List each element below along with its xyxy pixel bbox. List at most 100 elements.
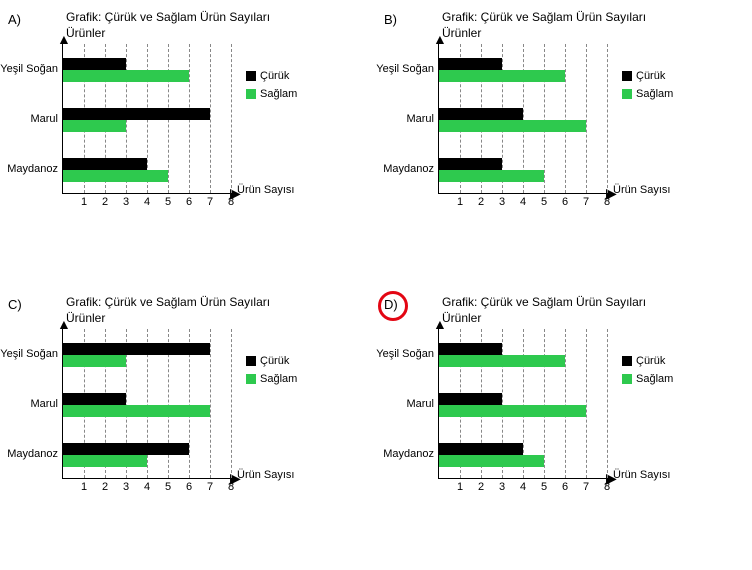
- bar-curuk: [439, 108, 523, 120]
- bar-saglam: [439, 355, 565, 367]
- x-tick-label: 5: [165, 196, 171, 208]
- legend: Çürük Sağlam: [622, 355, 673, 391]
- legend-label: Çürük: [636, 70, 665, 82]
- x-axis-label: Ürün Sayısı: [613, 184, 670, 196]
- bar-curuk: [439, 393, 502, 405]
- panel-d-label: D): [384, 297, 398, 312]
- arrow-up-icon: ▲: [57, 34, 71, 44]
- panel-grid: A) Grafik: Çürük ve Sağlam Ürün Sayıları…: [0, 0, 752, 570]
- category-label: Yeşil Soğan: [0, 329, 62, 379]
- y-axis-label: Ürünler: [66, 311, 376, 325]
- x-tick-label: 1: [81, 481, 87, 493]
- legend: Çürük Sağlam: [622, 70, 673, 106]
- x-tick-label: 4: [520, 196, 526, 208]
- bar-curuk: [63, 108, 210, 120]
- chart-title: Grafik: Çürük ve Sağlam Ürün Sayıları: [66, 10, 376, 24]
- bar-curuk: [63, 343, 210, 355]
- x-tick-label: 2: [478, 481, 484, 493]
- category-label: Yeşil Soğan: [0, 44, 62, 94]
- x-tick-label: 4: [144, 196, 150, 208]
- bar-saglam: [439, 120, 586, 132]
- x-tick-label: 7: [583, 481, 589, 493]
- x-tick-label: 3: [499, 196, 505, 208]
- swatch-curuk: [246, 71, 256, 81]
- gridline: [210, 329, 211, 478]
- panel-b: B) Grafik: Çürük ve Sağlam Ürün Sayıları…: [376, 0, 752, 285]
- x-tick-label: 8: [228, 196, 234, 208]
- legend: Çürük Sağlam: [246, 355, 297, 391]
- gridline: [607, 44, 608, 193]
- legend-label: Sağlam: [260, 88, 297, 100]
- x-tick-label: 2: [102, 481, 108, 493]
- x-tick-label: 6: [562, 196, 568, 208]
- swatch-saglam: [246, 89, 256, 99]
- x-tick-label: 2: [478, 196, 484, 208]
- category-label: Marul: [0, 379, 62, 429]
- arrow-up-icon: ▲: [433, 34, 447, 44]
- legend-label: Çürük: [260, 355, 289, 367]
- x-tick-label: 5: [541, 196, 547, 208]
- bar-saglam: [439, 405, 586, 417]
- x-tick-label: 8: [228, 481, 234, 493]
- x-tick-label: 3: [123, 481, 129, 493]
- x-tick-label: 2: [102, 196, 108, 208]
- gridline: [231, 329, 232, 478]
- gridline: [586, 329, 587, 478]
- x-tick-label: 6: [186, 481, 192, 493]
- bar-curuk: [439, 58, 502, 70]
- category-label: Maydanoz: [376, 429, 438, 479]
- x-axis-label: Ürün Sayısı: [237, 184, 294, 196]
- category-label: Yeşil Soğan: [376, 44, 438, 94]
- bar-saglam: [439, 70, 565, 82]
- x-tick-label: 8: [604, 481, 610, 493]
- plot-d: ▲ ▶ Ürün Sayısı 12345678: [438, 329, 606, 479]
- panel-a-label: A): [8, 12, 21, 27]
- category-label: Yeşil Soğan: [376, 329, 438, 379]
- panel-b-label: B): [384, 12, 397, 27]
- x-tick-label: 3: [123, 196, 129, 208]
- x-tick-label: 8: [604, 196, 610, 208]
- gridline: [565, 44, 566, 193]
- x-tick-label: 5: [165, 481, 171, 493]
- bar-curuk: [63, 393, 126, 405]
- bar-saglam: [63, 455, 147, 467]
- category-label: Marul: [376, 94, 438, 144]
- legend: Çürük Sağlam: [246, 70, 297, 106]
- panel-a: A) Grafik: Çürük ve Sağlam Ürün Sayıları…: [0, 0, 376, 285]
- x-axis-label: Ürün Sayısı: [613, 469, 670, 481]
- x-tick-label: 7: [207, 481, 213, 493]
- y-axis-label: Ürünler: [442, 311, 752, 325]
- plot-b: ▲ ▶ Ürün Sayısı 12345678: [438, 44, 606, 194]
- gridline: [210, 44, 211, 193]
- bar-curuk: [63, 443, 189, 455]
- category-label: Marul: [0, 94, 62, 144]
- chart-title: Grafik: Çürük ve Sağlam Ürün Sayıları: [66, 295, 376, 309]
- bar-curuk: [63, 58, 126, 70]
- bar-saglam: [439, 170, 544, 182]
- bar-saglam: [63, 355, 126, 367]
- gridline: [544, 329, 545, 478]
- chart-title: Grafik: Çürük ve Sağlam Ürün Sayıları: [442, 10, 752, 24]
- x-axis-label: Ürün Sayısı: [237, 469, 294, 481]
- category-label: Maydanoz: [376, 144, 438, 194]
- bar-curuk: [439, 343, 502, 355]
- swatch-curuk: [622, 356, 632, 366]
- category-label: Maydanoz: [0, 144, 62, 194]
- swatch-curuk: [246, 356, 256, 366]
- x-tick-label: 6: [186, 196, 192, 208]
- bar-curuk: [63, 158, 147, 170]
- gridline: [231, 44, 232, 193]
- bar-saglam: [63, 120, 126, 132]
- x-tick-label: 1: [81, 196, 87, 208]
- plot-a: ▲ ▶ Ürün Sayısı 12345678: [62, 44, 230, 194]
- x-tick-label: 3: [499, 481, 505, 493]
- gridline: [544, 44, 545, 193]
- bar-curuk: [439, 158, 502, 170]
- swatch-saglam: [622, 89, 632, 99]
- gridline: [586, 44, 587, 193]
- x-tick-label: 4: [144, 481, 150, 493]
- x-tick-label: 1: [457, 196, 463, 208]
- x-tick-label: 6: [562, 481, 568, 493]
- legend-label: Sağlam: [260, 373, 297, 385]
- y-axis-label: Ürünler: [66, 26, 376, 40]
